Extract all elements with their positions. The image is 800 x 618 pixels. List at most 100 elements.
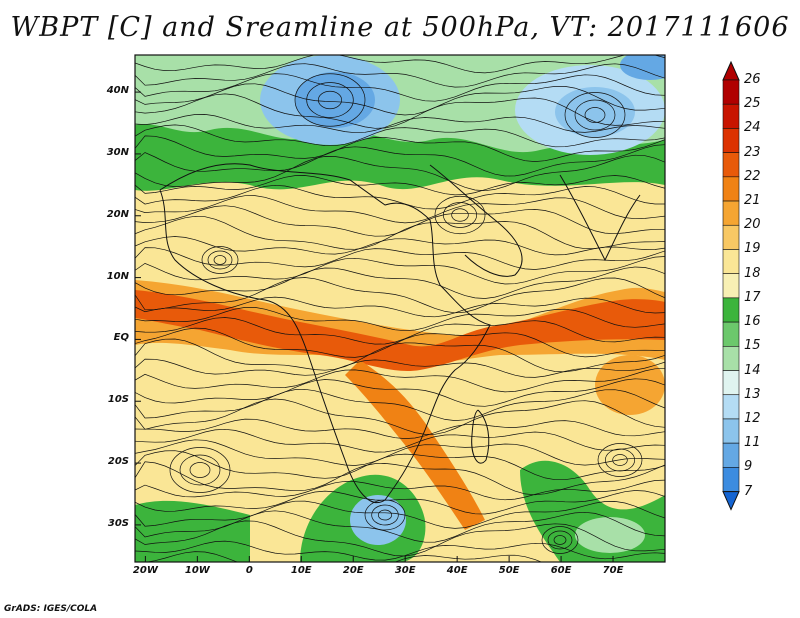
streamline — [135, 338, 665, 373]
vortex-streamline — [306, 82, 354, 118]
colorbar-swatch — [722, 249, 740, 274]
streamline — [135, 124, 665, 148]
streamline — [135, 277, 665, 314]
streamline — [135, 296, 665, 318]
streamline — [135, 327, 665, 358]
y-tick-label: 30S — [107, 517, 129, 529]
y-tick-label: EQ — [113, 332, 129, 344]
colorbar-label: 7 — [744, 483, 753, 499]
streamline — [135, 540, 665, 561]
streamline — [135, 184, 665, 210]
colorbar-label: 19 — [744, 241, 761, 257]
streamlines — [135, 55, 665, 562]
colorbar-label: 26 — [744, 72, 761, 87]
vortex-streamline — [189, 462, 211, 478]
colorbar-swatch — [722, 128, 740, 153]
vortex-streamline — [377, 509, 393, 521]
vortex-streamline — [207, 250, 233, 270]
colorbar-swatch — [722, 273, 740, 299]
streamline — [135, 398, 665, 435]
blue-cell-nw-core — [295, 72, 375, 128]
map-title: WBPT [C] and Sreamline at 500hPa, VT: 20… — [10, 12, 790, 43]
blue-cell-south — [350, 495, 406, 545]
vortex-streamline — [442, 202, 478, 228]
streamline — [135, 307, 665, 332]
blue-cell-ne-core — [555, 87, 635, 137]
colorbar-label: 18 — [744, 265, 761, 281]
streamline — [135, 378, 665, 407]
colorbar-label: 24 — [744, 120, 761, 136]
colorbar-label: 17 — [744, 289, 761, 305]
coastline-madagascar — [471, 409, 490, 464]
colorbar-label: 14 — [744, 362, 761, 378]
colorbar-bottom-arrow — [722, 491, 740, 511]
x-tick-label: 20E — [342, 565, 364, 576]
vortex-streamline — [553, 535, 567, 545]
streamline — [135, 114, 665, 134]
y-tick-label: 20N — [106, 208, 129, 220]
vortex-streamline — [574, 99, 616, 131]
streamline — [135, 73, 665, 102]
colorbar-swatch — [722, 467, 740, 492]
x-tick-label: 10W — [184, 565, 210, 576]
vortex-streamline — [169, 447, 231, 493]
vortex-streamline — [584, 107, 606, 123]
x-tick-label: 40E — [446, 565, 468, 576]
colorbar-label: 11 — [744, 435, 761, 451]
streamline — [135, 154, 665, 192]
streamline — [144, 551, 543, 562]
streamline — [135, 428, 665, 453]
colorbar-swatch — [722, 346, 740, 371]
colorbar-top-arrow — [722, 60, 740, 81]
y-tick-label: 40N — [106, 85, 129, 97]
streamline — [135, 236, 665, 256]
streamline — [135, 144, 665, 177]
streamline — [135, 256, 665, 285]
red-band-equator — [135, 290, 665, 372]
streamline — [135, 83, 665, 116]
streamline — [135, 317, 665, 345]
colorbar-swatch — [722, 176, 740, 202]
vortex-streamline — [451, 208, 469, 222]
streamline — [135, 63, 665, 88]
streamline — [135, 93, 665, 129]
vortex-streamline — [597, 443, 643, 477]
streamline — [135, 461, 665, 496]
x-tick-label: 0 — [245, 565, 253, 576]
streamline — [135, 358, 665, 378]
streamline — [135, 418, 665, 439]
colorbar-swatch — [722, 152, 740, 178]
x-tick-label: 10E — [290, 565, 312, 576]
colorbar-swatch — [722, 418, 740, 444]
y-tick-label: 30N — [106, 146, 129, 158]
colorbar-label: 9 — [744, 459, 753, 475]
vortex-streamline — [612, 454, 628, 466]
vortex-streamline — [564, 92, 626, 138]
colorbar-label: 23 — [744, 144, 761, 160]
vortex-streamline — [201, 246, 239, 274]
vortex-streamline — [371, 504, 399, 526]
streamline — [135, 135, 665, 162]
colorbar-swatch — [722, 297, 740, 323]
streamline — [135, 520, 665, 557]
streamline — [135, 439, 665, 466]
colorbar-swatch — [722, 200, 740, 226]
streamline — [135, 367, 665, 393]
coastline-africa — [159, 163, 491, 503]
colorbar-label: 16 — [744, 314, 761, 330]
vortex-streamline — [541, 526, 579, 554]
colorbar-label: 25 — [744, 96, 761, 112]
vortex-streamline — [317, 90, 343, 110]
x-tick-label: 20W — [132, 565, 158, 576]
colorbar-swatch — [722, 394, 740, 420]
streamline — [135, 500, 665, 529]
x-tick-label: 50E — [498, 565, 520, 576]
x-tick-label: 60E — [550, 565, 572, 576]
streamline — [135, 215, 665, 250]
streamline — [135, 490, 665, 515]
blue-cell-corner — [620, 55, 665, 80]
wbpt-field — [135, 55, 665, 562]
vortex-streamline — [547, 530, 573, 550]
y-tick-label: 10S — [107, 394, 129, 406]
